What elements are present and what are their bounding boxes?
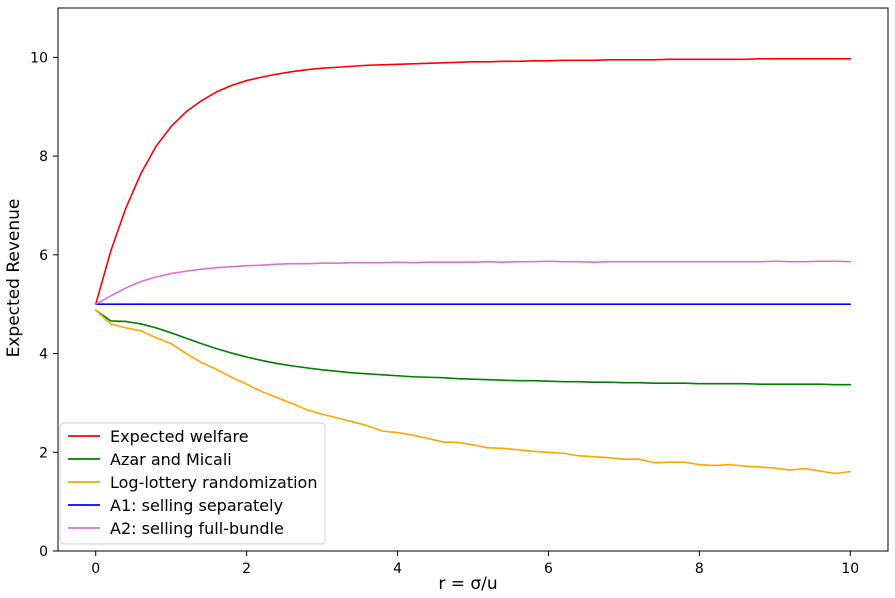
x-tick-label: 4 <box>393 561 402 577</box>
legend: Expected welfare Azar and Micali Log-lotte… <box>59 422 326 545</box>
plot-area-border <box>57 7 889 552</box>
legend-label: Azar and Micali <box>110 450 232 469</box>
series-layer <box>94 58 852 475</box>
plot-frame <box>57 7 889 552</box>
legend-label: Log-lottery randomization <box>110 473 317 492</box>
y-tick-label: 0 <box>39 544 48 560</box>
x-tick-label: 10 <box>841 561 859 577</box>
series-line-2 <box>94 309 852 386</box>
x-axis-label: r = σ/u <box>438 574 497 594</box>
y-axis-label: Expected Revenue <box>4 199 24 358</box>
y-tick-label: 10 <box>30 50 48 66</box>
x-tick-label: 2 <box>242 561 251 577</box>
y-tick-label: 6 <box>39 248 48 264</box>
x-tick-label: 0 <box>91 561 100 577</box>
legend-label: Expected welfare <box>110 427 249 446</box>
y-tick-label: 2 <box>39 445 48 461</box>
x-tick-label: 8 <box>695 561 704 577</box>
ticks-layer: 0 2 4 6 8 10 0 2 4 6 8 10 <box>30 50 859 577</box>
y-tick-label: 8 <box>39 149 48 165</box>
series-line-5 <box>94 260 852 305</box>
legend-label: A2: selling full-bundle <box>110 519 284 538</box>
x-tick-label: 6 <box>544 561 553 577</box>
legend-label: A1: selling separately <box>110 496 283 515</box>
series-line-3 <box>94 309 852 475</box>
series-line-1 <box>94 58 852 305</box>
legend-box <box>59 422 326 545</box>
y-tick-label: 4 <box>39 347 48 363</box>
